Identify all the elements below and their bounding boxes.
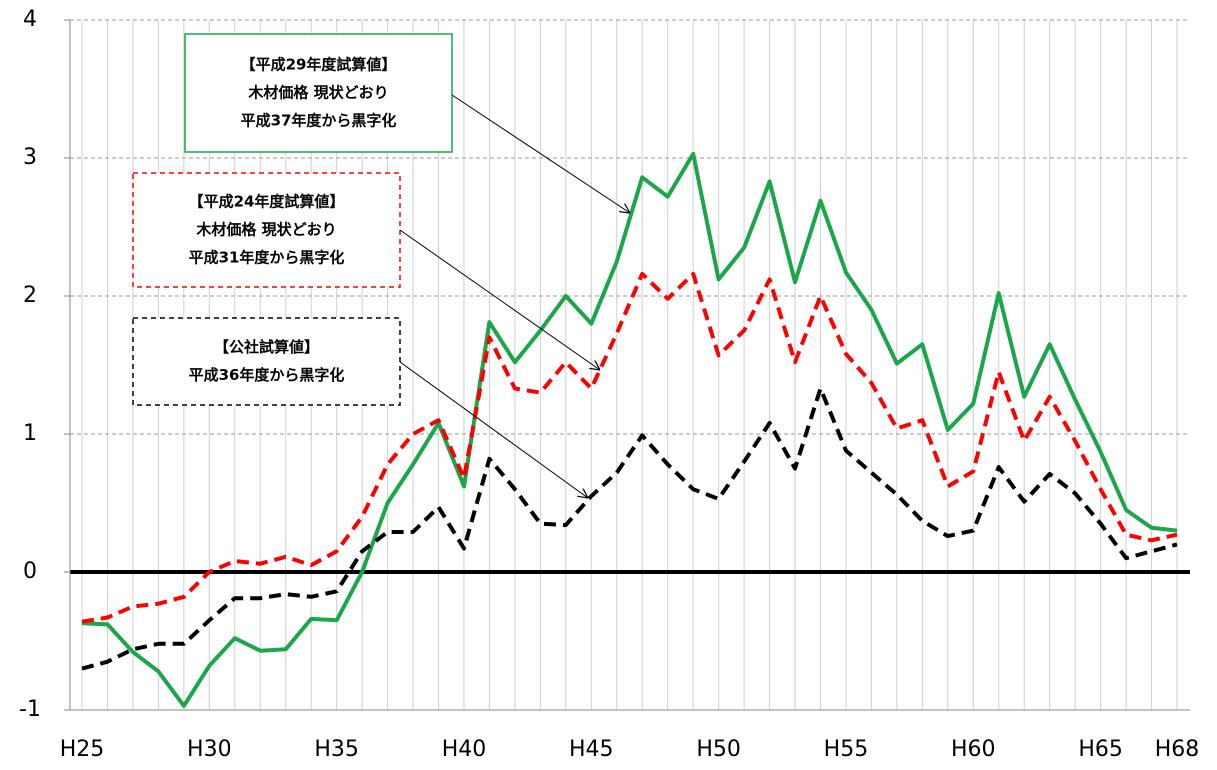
y-tick-label: 2 bbox=[23, 283, 37, 308]
annotation-text: 【平成24年度試算値】 bbox=[189, 193, 345, 211]
x-tick-label: H45 bbox=[569, 737, 614, 762]
annotation-arrow bbox=[399, 229, 600, 370]
annotation-box bbox=[132, 317, 401, 406]
annotation-box bbox=[184, 33, 453, 153]
annotation-text: 平成36年度から黒字化 bbox=[189, 366, 345, 384]
annotation-text: 【公社試算値】 bbox=[214, 338, 319, 356]
annotation-text: 木材価格 現状どおり bbox=[247, 84, 388, 102]
x-tick-label: H65 bbox=[1078, 737, 1123, 762]
x-tick-label: H55 bbox=[824, 737, 869, 762]
x-tick-label: H50 bbox=[696, 737, 741, 762]
series-line bbox=[81, 386, 1178, 671]
x-tick-label: H68 bbox=[1155, 737, 1200, 762]
x-tick-label: H35 bbox=[314, 737, 359, 762]
annotation-arrow bbox=[399, 361, 588, 498]
series-line bbox=[81, 151, 1178, 708]
annotation-box bbox=[132, 172, 401, 288]
series-line bbox=[81, 271, 1178, 624]
x-tick-label: H60 bbox=[951, 737, 996, 762]
annotation-text: 平成31年度から黒字化 bbox=[189, 249, 345, 267]
y-tick-label: 1 bbox=[23, 421, 37, 446]
x-tick-label: H40 bbox=[442, 737, 487, 762]
annotation-text: 平成37年度から黒字化 bbox=[241, 112, 397, 130]
y-tick-label: 4 bbox=[23, 7, 37, 32]
annotation-text: 木材価格 現状どおり bbox=[195, 221, 336, 239]
y-tick-label: -1 bbox=[19, 697, 41, 722]
annotation-arrow bbox=[451, 94, 630, 213]
y-tick-label: 3 bbox=[23, 145, 37, 170]
x-tick-label: H30 bbox=[187, 737, 232, 762]
y-tick-label: 0 bbox=[23, 559, 37, 584]
annotation-text: 【平成29年度試算値】 bbox=[241, 56, 397, 74]
x-tick-label: H25 bbox=[60, 737, 105, 762]
